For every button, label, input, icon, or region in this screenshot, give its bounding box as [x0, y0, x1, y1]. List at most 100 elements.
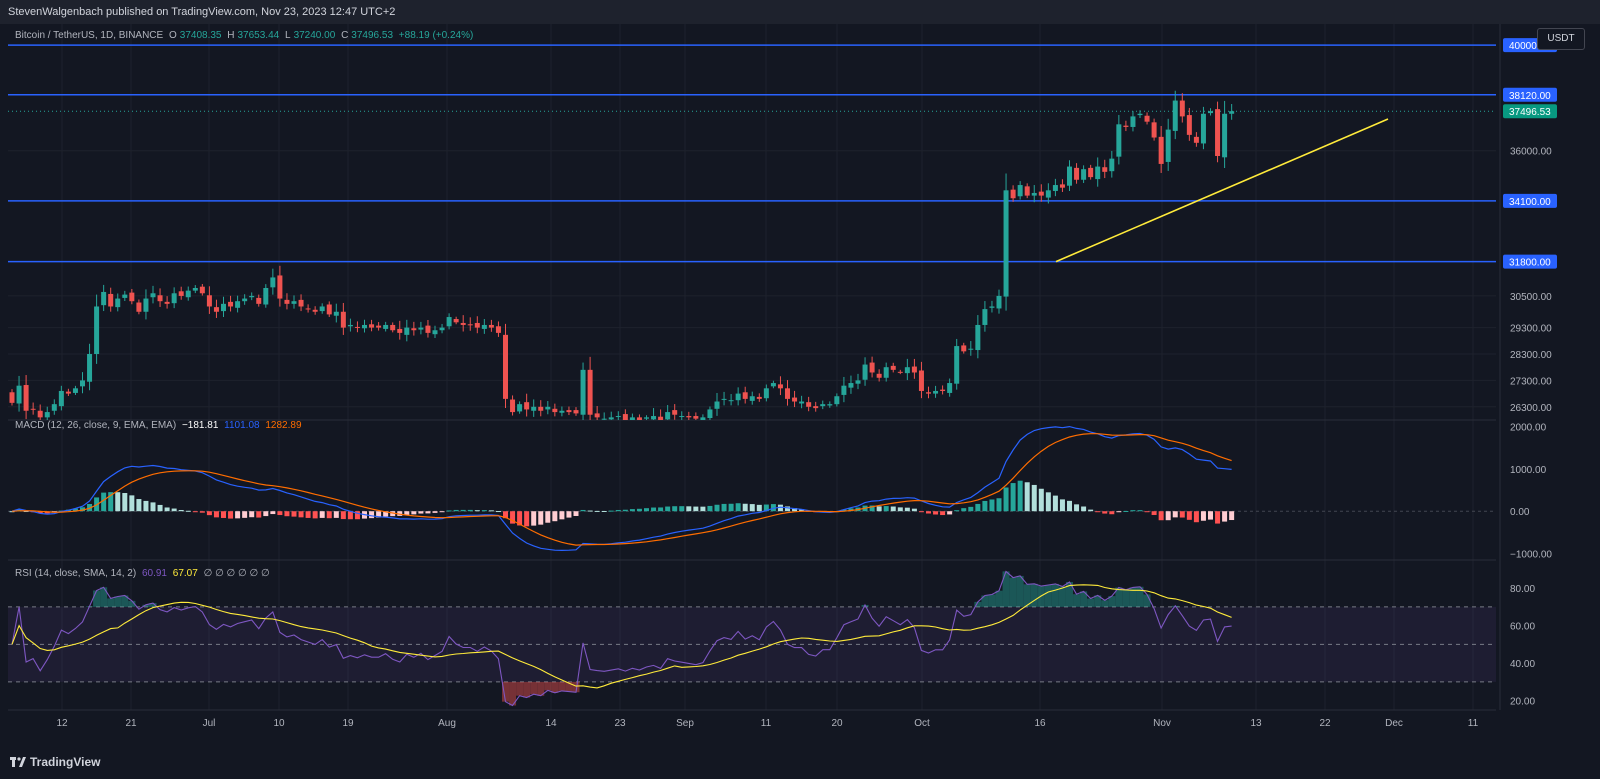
currency-button[interactable]: USDT [1537, 28, 1585, 50]
macd-hist-bar [665, 506, 671, 512]
candle [425, 319, 431, 338]
candle-body [256, 297, 262, 304]
macd-hist-bar [347, 511, 353, 520]
macd-hist-bar [926, 511, 931, 514]
macd-hist-bar [206, 511, 212, 516]
rsi-overbought-fill [1044, 584, 1052, 607]
candle [397, 320, 403, 340]
candle [340, 302, 346, 335]
candle-body [869, 362, 875, 373]
candle [1186, 107, 1192, 141]
tradingview-logo[interactable]: TradingView [10, 755, 100, 769]
candle-body [982, 309, 988, 325]
candle-body [87, 354, 93, 382]
macd-hist-bar [488, 510, 494, 512]
rsi-overbought-fill [1115, 587, 1123, 607]
candle-body [418, 327, 424, 330]
candle-body [552, 408, 558, 413]
candle [524, 393, 530, 417]
macd-hist-bar [770, 504, 776, 512]
candle [580, 362, 586, 420]
macd-hist-bar [87, 503, 93, 512]
candle-body [1024, 186, 1030, 196]
candle-body [714, 401, 720, 409]
macd-hist-bar [573, 511, 579, 516]
chart-canvas[interactable]: 36000.00 30500.00 29300.00 28300.00 27300.00… [0, 24, 1600, 738]
candle [30, 402, 36, 415]
candle-body [235, 301, 241, 308]
candle [404, 319, 410, 342]
candle-body [439, 327, 445, 331]
time-tick-label: Sep [676, 718, 694, 729]
candle-body [1179, 100, 1185, 117]
candle [876, 369, 882, 382]
candle-body [72, 388, 78, 393]
candle-body [622, 414, 628, 420]
macd-hist-bar [319, 511, 325, 518]
horizontal-levels[interactable] [8, 44, 1496, 263]
rsi-overbought-fill [1136, 586, 1144, 607]
macd-signal-value: 1282.89 [265, 420, 302, 431]
macd-hist-bar [792, 508, 798, 512]
candle [270, 268, 276, 295]
candle [291, 295, 297, 309]
macd-hist-bar [453, 509, 459, 512]
candle-body [319, 306, 325, 312]
rsi-tick-label: 20.00 [1510, 697, 1535, 708]
macd-hist-bar [249, 511, 255, 518]
level-tag-text: 34100.00 [1509, 197, 1551, 208]
rsi-overbought-fill [107, 598, 115, 607]
candle-body [277, 275, 283, 299]
rsi-overbought-fill [1080, 591, 1088, 607]
macd-hist-bar [213, 511, 219, 518]
candle-body [1200, 113, 1206, 144]
candle-body [756, 396, 762, 399]
macd-hist-bar [1081, 506, 1087, 512]
macd-hist-bar [1186, 511, 1192, 520]
candle-body [115, 298, 121, 308]
candle [869, 356, 875, 378]
candle [531, 399, 537, 417]
time-axis[interactable]: 12 21 Jul 10 19 Aug 14 23 Sep 11 20 Oct 16 Nov 13 22 Dec… [56, 718, 1478, 729]
rsi-overbought-fill [995, 590, 1003, 607]
macd-hist-bar [615, 509, 621, 512]
candle-body [1158, 136, 1164, 164]
candle-body [883, 367, 889, 378]
rsi-label[interactable]: RSI (14, close, SMA, 14, 2) [15, 568, 137, 579]
candle [213, 299, 219, 318]
macd-hist-bar [841, 509, 847, 512]
candle-body [763, 388, 769, 399]
candle [700, 414, 706, 420]
trendline[interactable] [1055, 118, 1389, 263]
macd-hist-bar [122, 493, 128, 512]
candle [552, 403, 558, 417]
macd-hist-bar [397, 511, 403, 516]
candle [897, 369, 903, 375]
candle-body [559, 410, 565, 413]
macd-hist-bar [742, 503, 748, 512]
macd-hist-bar [1003, 487, 1009, 512]
macd-label[interactable]: MACD (12, 26, close, 9, EMA, EMA) [15, 420, 177, 431]
candle [185, 286, 191, 301]
candle [954, 338, 960, 390]
time-tick-label: 23 [614, 718, 626, 729]
candle [277, 265, 283, 307]
candle-body [44, 412, 50, 418]
macd-hist-bar [707, 505, 713, 512]
macd-hist-bar [1102, 511, 1108, 514]
macd-hist-bar [1137, 510, 1143, 512]
candle-body [37, 410, 43, 418]
macd-hist-bar [199, 511, 205, 513]
price-axis[interactable]: 36000.00 30500.00 29300.00 28300.00 27300.00… [1510, 147, 1552, 708]
candle [545, 401, 551, 415]
macd-hist-bar [918, 511, 924, 513]
symbol-name[interactable]: Bitcoin / TetherUS, 1D, BINANCE [15, 30, 164, 41]
candle [707, 406, 713, 420]
candle-body [453, 319, 459, 323]
rsi-oversold-fill [502, 681, 509, 702]
macd-hist-bar [961, 508, 967, 512]
macd-hist-bar [185, 510, 191, 512]
candle-body [1010, 189, 1016, 199]
candle [629, 413, 635, 420]
candle [1137, 110, 1143, 118]
